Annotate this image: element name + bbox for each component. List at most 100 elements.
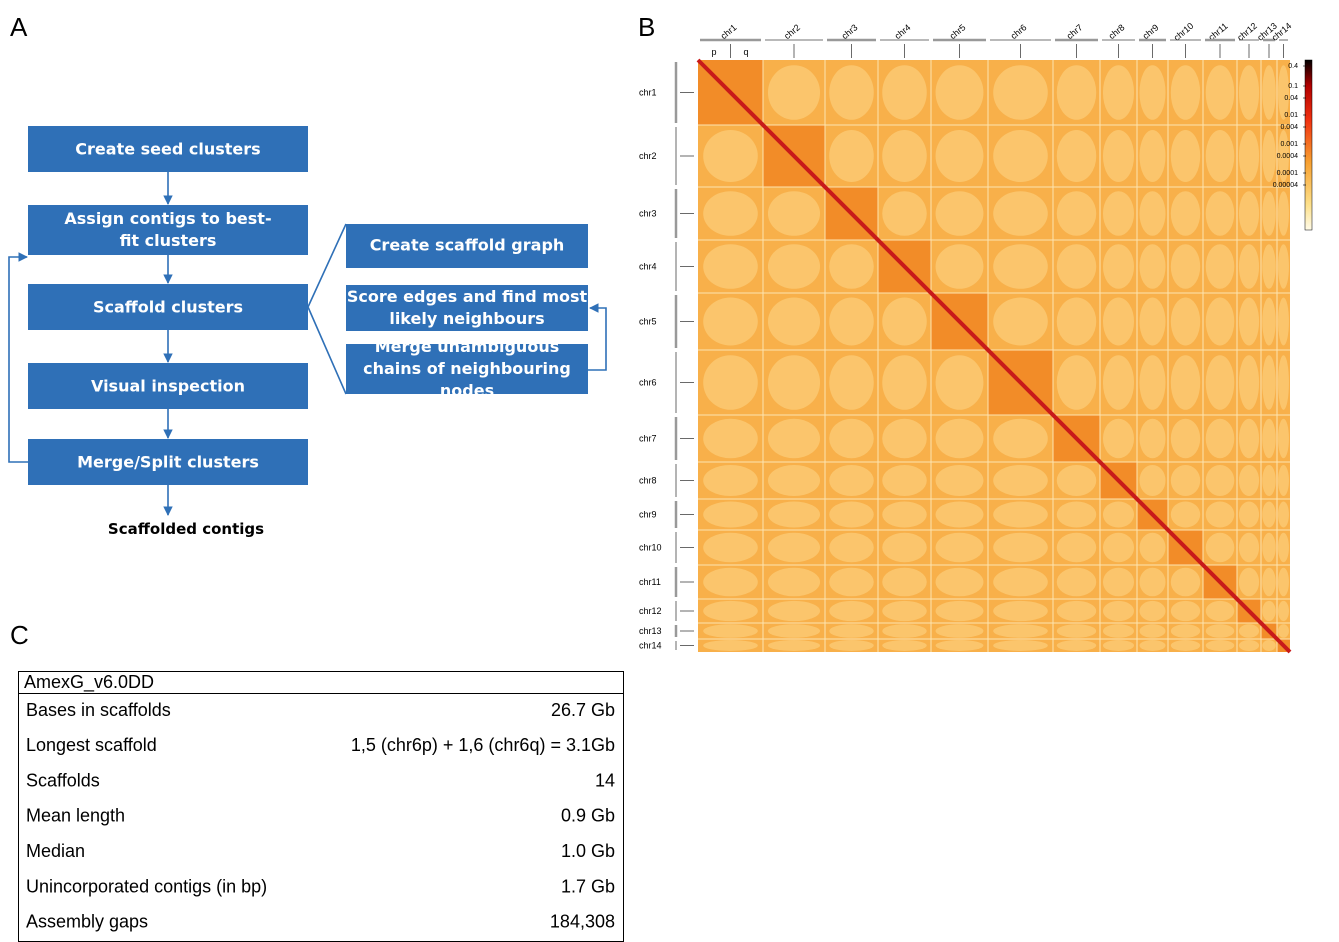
loop-arrow xyxy=(8,252,28,463)
off-block xyxy=(1139,297,1166,346)
chr-label-left: chr2 xyxy=(639,151,657,161)
off-block xyxy=(993,129,1048,183)
hic-map xyxy=(696,58,1292,654)
off-block xyxy=(1262,640,1276,651)
step: Merge/Split clusters xyxy=(77,453,259,472)
chr-label-left: chr14 xyxy=(639,641,662,651)
off-block xyxy=(1170,244,1201,289)
off-block xyxy=(882,65,927,120)
off-block xyxy=(829,355,874,410)
off-block xyxy=(1056,600,1097,622)
off-block xyxy=(1056,640,1097,651)
off-block xyxy=(1262,464,1276,497)
off-block xyxy=(1238,640,1260,651)
off-block xyxy=(1139,355,1166,410)
off-block xyxy=(1139,532,1166,563)
off-block xyxy=(1170,464,1201,497)
off-block xyxy=(1262,297,1276,346)
off-block xyxy=(1102,640,1135,651)
off-block xyxy=(829,297,874,346)
off-block xyxy=(1278,65,1289,120)
off-block xyxy=(1102,418,1135,459)
step-box xyxy=(28,439,308,485)
off-block xyxy=(1056,464,1097,497)
off-block xyxy=(1205,464,1235,497)
off-block xyxy=(935,355,984,410)
off-block xyxy=(1205,624,1235,638)
off-block xyxy=(882,191,927,236)
off-block xyxy=(882,600,927,622)
connector xyxy=(307,223,347,395)
off-block xyxy=(1278,501,1289,528)
colorbar-label: 0.0001 xyxy=(1277,170,1299,177)
off-block xyxy=(935,129,984,183)
chr-label-left: chr1 xyxy=(639,88,657,98)
flowchart: Create seed clusters Assign contigs to b… xyxy=(8,126,607,538)
off-block xyxy=(1205,191,1235,236)
off-block xyxy=(1278,297,1289,346)
step-box xyxy=(28,284,308,330)
off-block xyxy=(1139,464,1166,497)
off-block xyxy=(1205,65,1235,120)
off-block xyxy=(1238,129,1260,183)
off-block xyxy=(935,464,984,497)
off-block xyxy=(882,567,927,597)
off-block xyxy=(1170,65,1201,120)
off-block xyxy=(1278,355,1289,410)
off-block xyxy=(703,567,758,597)
off-block xyxy=(1056,244,1097,289)
off-block xyxy=(1102,355,1135,410)
off-block xyxy=(1262,65,1276,120)
substep-box xyxy=(346,344,588,394)
row-value: 0.9 Gb xyxy=(561,806,615,826)
chr-label-top: chr1 xyxy=(719,22,739,41)
off-block xyxy=(1205,600,1235,622)
off-block xyxy=(767,464,821,497)
chr-label-left: chr10 xyxy=(639,543,662,553)
off-block xyxy=(935,624,984,638)
row-value: 14 xyxy=(595,770,615,790)
off-block xyxy=(1102,501,1135,528)
off-block xyxy=(1102,191,1135,236)
step-box xyxy=(28,126,308,172)
off-block xyxy=(1262,244,1276,289)
off-block xyxy=(1278,464,1289,497)
substep-box xyxy=(346,285,588,331)
off-block xyxy=(1238,355,1260,410)
off-block xyxy=(1238,65,1260,120)
step-wrap: Assign contigs to best-fit clusters xyxy=(64,209,271,250)
substep-wrap: Merge unambiguous chains of neighbouring… xyxy=(363,344,571,394)
off-block xyxy=(703,532,758,563)
row-label: Bases in scaffolds xyxy=(26,700,171,720)
off-block xyxy=(1238,418,1260,459)
off-block xyxy=(1262,418,1276,459)
off-block xyxy=(1205,532,1235,563)
row-label: Mean length xyxy=(26,806,125,826)
off-block xyxy=(829,567,874,597)
off-block xyxy=(993,532,1048,563)
off-block xyxy=(703,297,758,346)
step: Create seed clusters xyxy=(75,140,260,159)
off-block xyxy=(703,600,758,622)
off-block xyxy=(1139,567,1166,597)
row-label: Assembly gaps xyxy=(26,912,148,932)
chr-label-left: chr4 xyxy=(639,262,657,272)
colorbar-label: 0.4 xyxy=(1288,63,1298,70)
off-block xyxy=(767,567,821,597)
off-block xyxy=(1278,244,1289,289)
off-block xyxy=(829,65,874,120)
substep: Score edges and find most likely neighbo… xyxy=(346,287,588,328)
off-block xyxy=(1262,532,1276,563)
colorbar xyxy=(1304,59,1313,231)
off-block xyxy=(1262,355,1276,410)
substep-wrap: Score edges and find most likely neighbo… xyxy=(346,287,588,328)
off-block xyxy=(1238,532,1260,563)
output: Scaffolded contigs xyxy=(108,520,264,538)
off-block xyxy=(993,418,1048,459)
off-block xyxy=(1205,501,1235,528)
step-box xyxy=(28,205,308,255)
chr-label-top: chr4 xyxy=(893,22,913,41)
off-block xyxy=(1056,297,1097,346)
off-block xyxy=(1170,129,1201,183)
